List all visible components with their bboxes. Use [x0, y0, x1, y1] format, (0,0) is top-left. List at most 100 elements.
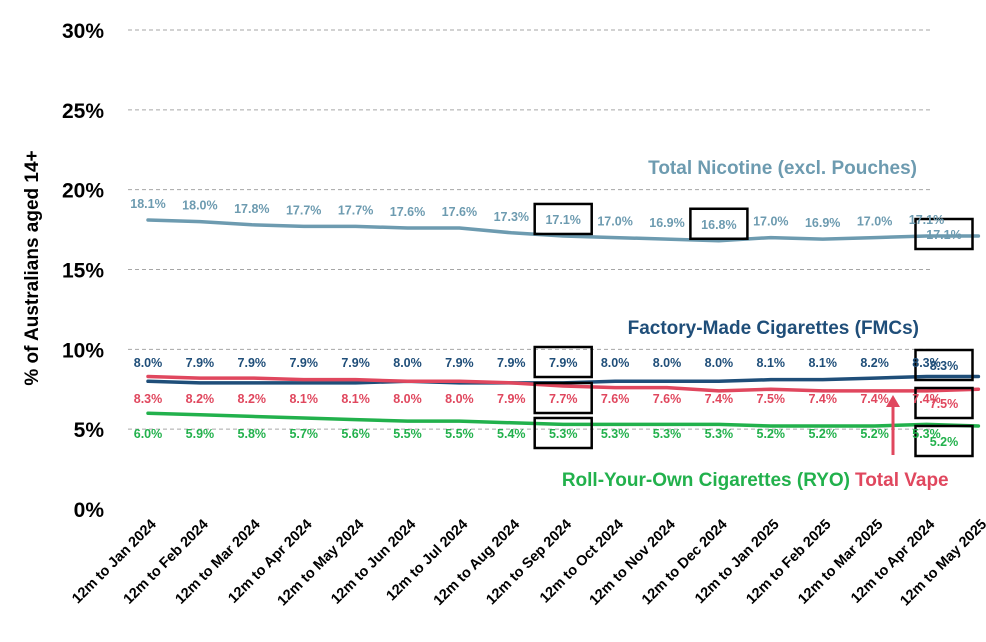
- data-label-total-nicotine: 18.1%: [130, 197, 165, 211]
- series-line-ryo: [146, 411, 981, 428]
- x-tick-label: 12m to May 2024: [275, 517, 368, 610]
- x-tick-label: 12m to May 2025: [897, 517, 986, 610]
- data-label-fmc: 8.0%: [705, 356, 734, 370]
- data-label-ryo: 5.6%: [341, 427, 370, 441]
- data-label-total-vape: 8.1%: [289, 392, 318, 406]
- data-label-total-nicotine: 17.8%: [234, 202, 269, 216]
- y-tick-label: 10%: [62, 339, 104, 362]
- data-label-fmc: 8.0%: [653, 356, 682, 370]
- data-label-ryo: 5.9%: [186, 427, 215, 441]
- data-label-total-vape: 8.2%: [238, 392, 267, 406]
- data-label-fmc: 7.9%: [289, 356, 318, 370]
- data-label-total-vape: 8.1%: [341, 392, 370, 406]
- data-label-total-nicotine: 17.0%: [597, 215, 632, 229]
- highlight-box: [914, 217, 974, 251]
- data-label-total-nicotine: 16.8%: [701, 218, 736, 232]
- gridlines: [128, 29, 930, 430]
- series-label-total-vape: Total Vape: [855, 470, 949, 491]
- data-label-total-vape: 7.5%: [757, 392, 786, 406]
- data-label-total-nicotine: 17.7%: [338, 203, 373, 217]
- data-label-ryo: 5.2%: [930, 435, 959, 449]
- y-tick-label: 30%: [62, 20, 104, 43]
- data-label-ryo: 5.2%: [860, 427, 889, 441]
- data-label-total-vape: 7.4%: [912, 392, 941, 406]
- vape-arrow: [886, 395, 900, 455]
- series-line-total-nicotine: [146, 218, 981, 243]
- data-label-ryo: 5.5%: [445, 427, 474, 441]
- highlight-boxes: [533, 202, 974, 458]
- data-label-total-nicotine: 17.6%: [442, 205, 477, 219]
- data-label-ryo: 5.2%: [808, 427, 837, 441]
- data-label-fmc: 8.3%: [912, 356, 941, 370]
- data-label-total-vape: 7.6%: [601, 392, 630, 406]
- data-label-fmc: 8.0%: [134, 356, 163, 370]
- data-label-total-nicotine: 17.1%: [909, 213, 944, 227]
- data-label-total-vape: 8.3%: [134, 392, 163, 406]
- series-label-ryo: Roll-Your-Own Cigarettes (RYO): [562, 470, 850, 491]
- data-label-ryo: 5.3%: [601, 427, 630, 441]
- data-label-fmc: 8.0%: [393, 356, 422, 370]
- data-label-fmc: 7.9%: [445, 356, 474, 370]
- y-tick-label: 15%: [62, 260, 104, 283]
- data-label-fmc: 8.2%: [860, 356, 889, 370]
- data-label-total-vape: 7.9%: [497, 392, 526, 406]
- y-tick-label: 0%: [74, 499, 105, 522]
- data-label-fmc: 7.9%: [549, 356, 578, 370]
- x-tick-label: 12m to Jan 2024: [69, 517, 160, 608]
- y-tick-label: 20%: [62, 180, 104, 203]
- data-label-total-vape: 7.4%: [808, 392, 837, 406]
- data-label-total-vape: 7.5%: [930, 397, 959, 411]
- series-label-fmc: Factory-Made Cigarettes (FMCs): [628, 318, 919, 339]
- data-label-total-vape: 8.2%: [186, 392, 215, 406]
- data-label-ryo: 5.3%: [705, 427, 734, 441]
- highlight-box: [533, 202, 593, 236]
- series-label-total-nicotine: Total Nicotine (excl. Pouches): [648, 158, 917, 179]
- data-labels: 18.1% 18.0% 17.8% 17.7% 17.7% 17.6% 17.6% 17.3%…: [130, 197, 961, 449]
- data-label-ryo: 6.0%: [134, 427, 163, 441]
- data-label-total-vape: 8.0%: [393, 392, 422, 406]
- highlight-box: [914, 386, 974, 420]
- data-label-total-vape: 7.6%: [653, 392, 682, 406]
- highlight-box: [914, 348, 974, 382]
- data-label-total-nicotine: 16.9%: [805, 216, 840, 230]
- y-axis-label: % of Australians aged 14+: [22, 150, 43, 385]
- data-label-fmc: 7.9%: [497, 356, 526, 370]
- data-label-total-vape: 8.0%: [445, 392, 474, 406]
- data-label-fmc: 8.0%: [601, 356, 630, 370]
- data-label-fmc: 8.3%: [930, 359, 959, 373]
- highlight-box: [533, 416, 593, 450]
- data-label-ryo: 5.4%: [497, 427, 526, 441]
- highlight-box: [689, 207, 749, 241]
- data-label-total-vape: 7.4%: [860, 392, 889, 406]
- data-label-total-nicotine: 17.3%: [494, 210, 529, 224]
- data-label-ryo: 5.3%: [549, 427, 578, 441]
- y-tick-label: 5%: [74, 419, 105, 442]
- data-label-ryo: 5.3%: [912, 427, 941, 441]
- data-label-fmc: 7.9%: [341, 356, 370, 370]
- y-tick-label: 25%: [62, 100, 104, 123]
- data-label-total-nicotine: 18.0%: [182, 199, 217, 213]
- y-axis-ticks: 0% 5% 10% 15% 20% 25% 30%: [62, 20, 104, 522]
- highlight-box: [533, 381, 593, 415]
- data-label-fmc: 7.9%: [186, 356, 215, 370]
- data-label-total-nicotine: 17.0%: [857, 215, 892, 229]
- data-label-total-nicotine: 17.6%: [390, 205, 425, 219]
- data-label-total-nicotine: 16.9%: [649, 216, 684, 230]
- data-label-total-vape: 7.7%: [549, 392, 578, 406]
- series-line-total-vape: [146, 374, 981, 393]
- data-label-total-nicotine: 17.1%: [545, 213, 580, 227]
- data-label-ryo: 5.5%: [393, 427, 422, 441]
- data-label-ryo: 5.2%: [757, 427, 786, 441]
- x-tick-label: 12m to Aug 2024: [431, 517, 523, 609]
- data-label-ryo: 5.7%: [289, 427, 318, 441]
- data-label-ryo: 5.3%: [653, 427, 682, 441]
- highlight-box: [533, 345, 593, 379]
- data-label-total-nicotine: 17.1%: [926, 228, 961, 242]
- data-label-fmc: 7.9%: [238, 356, 267, 370]
- highlight-box: [914, 424, 974, 458]
- data-label-fmc: 8.1%: [757, 356, 786, 370]
- data-label-total-nicotine: 17.0%: [753, 215, 788, 229]
- data-label-fmc: 8.1%: [808, 356, 837, 370]
